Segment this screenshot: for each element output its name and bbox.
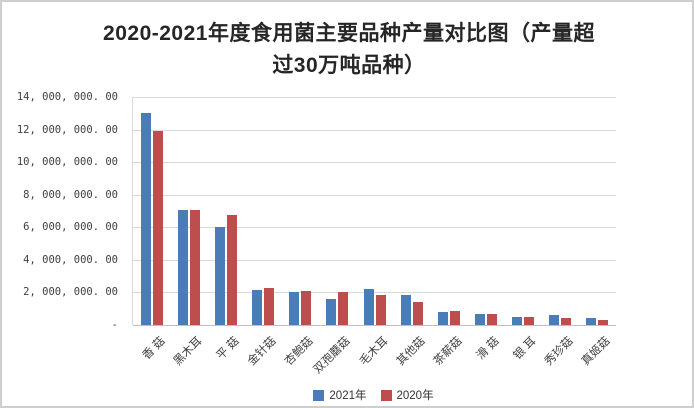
gridline — [133, 259, 616, 261]
legend-label: 2020年 — [396, 390, 434, 402]
bar-2021年-杏鲍菇 — [289, 292, 300, 325]
bar-2020年-平菇 — [226, 215, 237, 325]
bar-2021年-秀珍菇 — [549, 314, 560, 325]
bar-2021年-黑木耳 — [177, 210, 188, 325]
bar-2021年-香菇 — [140, 113, 151, 325]
y-axis: 14, 000, 000. 00 12, 000, 000. 00 10, 000,… — [2, 2, 120, 406]
bar-2020年-茶薪菇 — [449, 310, 460, 325]
bar-2021年-毛木耳 — [363, 288, 374, 325]
plot-area — [132, 97, 616, 326]
bar-2021年-平菇 — [214, 226, 225, 325]
bar-2020年-其他菇 — [412, 302, 423, 325]
bar-2021年-真姬菇 — [586, 317, 597, 325]
bar-2020年-真姬菇 — [598, 319, 609, 325]
legend-item-2020年: 2020年 — [380, 387, 434, 403]
gridline — [133, 194, 616, 196]
bar-2021年-其他菇 — [400, 295, 411, 325]
bar-2020年-双孢蘑菇 — [338, 292, 349, 325]
chart-title-line2: 过30万吨品种） — [272, 53, 426, 77]
gridline — [133, 97, 616, 98]
y-tick-label: 4, 000, 000. 00 — [23, 253, 118, 266]
legend-label: 2021年 — [329, 390, 367, 402]
bar-2020年-滑菇 — [486, 314, 497, 325]
bar-2021年-银耳 — [512, 317, 523, 325]
y-tick-label: 8, 000, 000. 00 — [23, 188, 118, 201]
bar-2021年-滑菇 — [474, 314, 485, 325]
y-tick-label: 12, 000, 000. 00 — [16, 123, 118, 136]
legend: 2021年 2020年 — [132, 387, 615, 403]
bar-2020年-银耳 — [524, 317, 535, 325]
legend-swatch-2021年 — [313, 389, 325, 401]
y-tick-label: 14, 000, 000. 00 — [16, 91, 118, 103]
bar-2021年-茶薪菇 — [437, 311, 448, 325]
gridline — [133, 292, 616, 294]
chart-title-line1: 2020-2021年度食用菌主要品种产量对比图（产量超 — [103, 22, 595, 45]
bar-2021年-双孢蘑菇 — [326, 299, 337, 325]
bar-2020年-杏鲍菇 — [301, 290, 312, 325]
legend-swatch-2020年 — [380, 389, 392, 401]
y-tick-label: - — [111, 319, 118, 331]
bar-2020年-毛木耳 — [375, 295, 386, 325]
bar-2020年-秀珍菇 — [561, 317, 572, 325]
x-axis-line — [133, 325, 616, 326]
y-tick-label: 10, 000, 000. 00 — [16, 156, 118, 169]
gridline — [133, 227, 616, 229]
bar-2021年-金针菇 — [252, 289, 263, 325]
gridline — [133, 162, 616, 164]
chart-title: 2020-2021年度食用菌主要品种产量对比图（产量超 过30万吨品种） — [49, 18, 649, 81]
gridline — [133, 129, 616, 131]
y-tick-label: 6, 000, 000. 00 — [23, 221, 118, 234]
bar-2020年-香菇 — [152, 131, 163, 325]
y-tick-label: 2, 000, 000. 00 — [23, 286, 118, 299]
bar-2020年-黑木耳 — [189, 210, 200, 325]
bar-2020年-金针菇 — [264, 287, 275, 325]
legend-item-2021年: 2021年 — [313, 387, 367, 403]
